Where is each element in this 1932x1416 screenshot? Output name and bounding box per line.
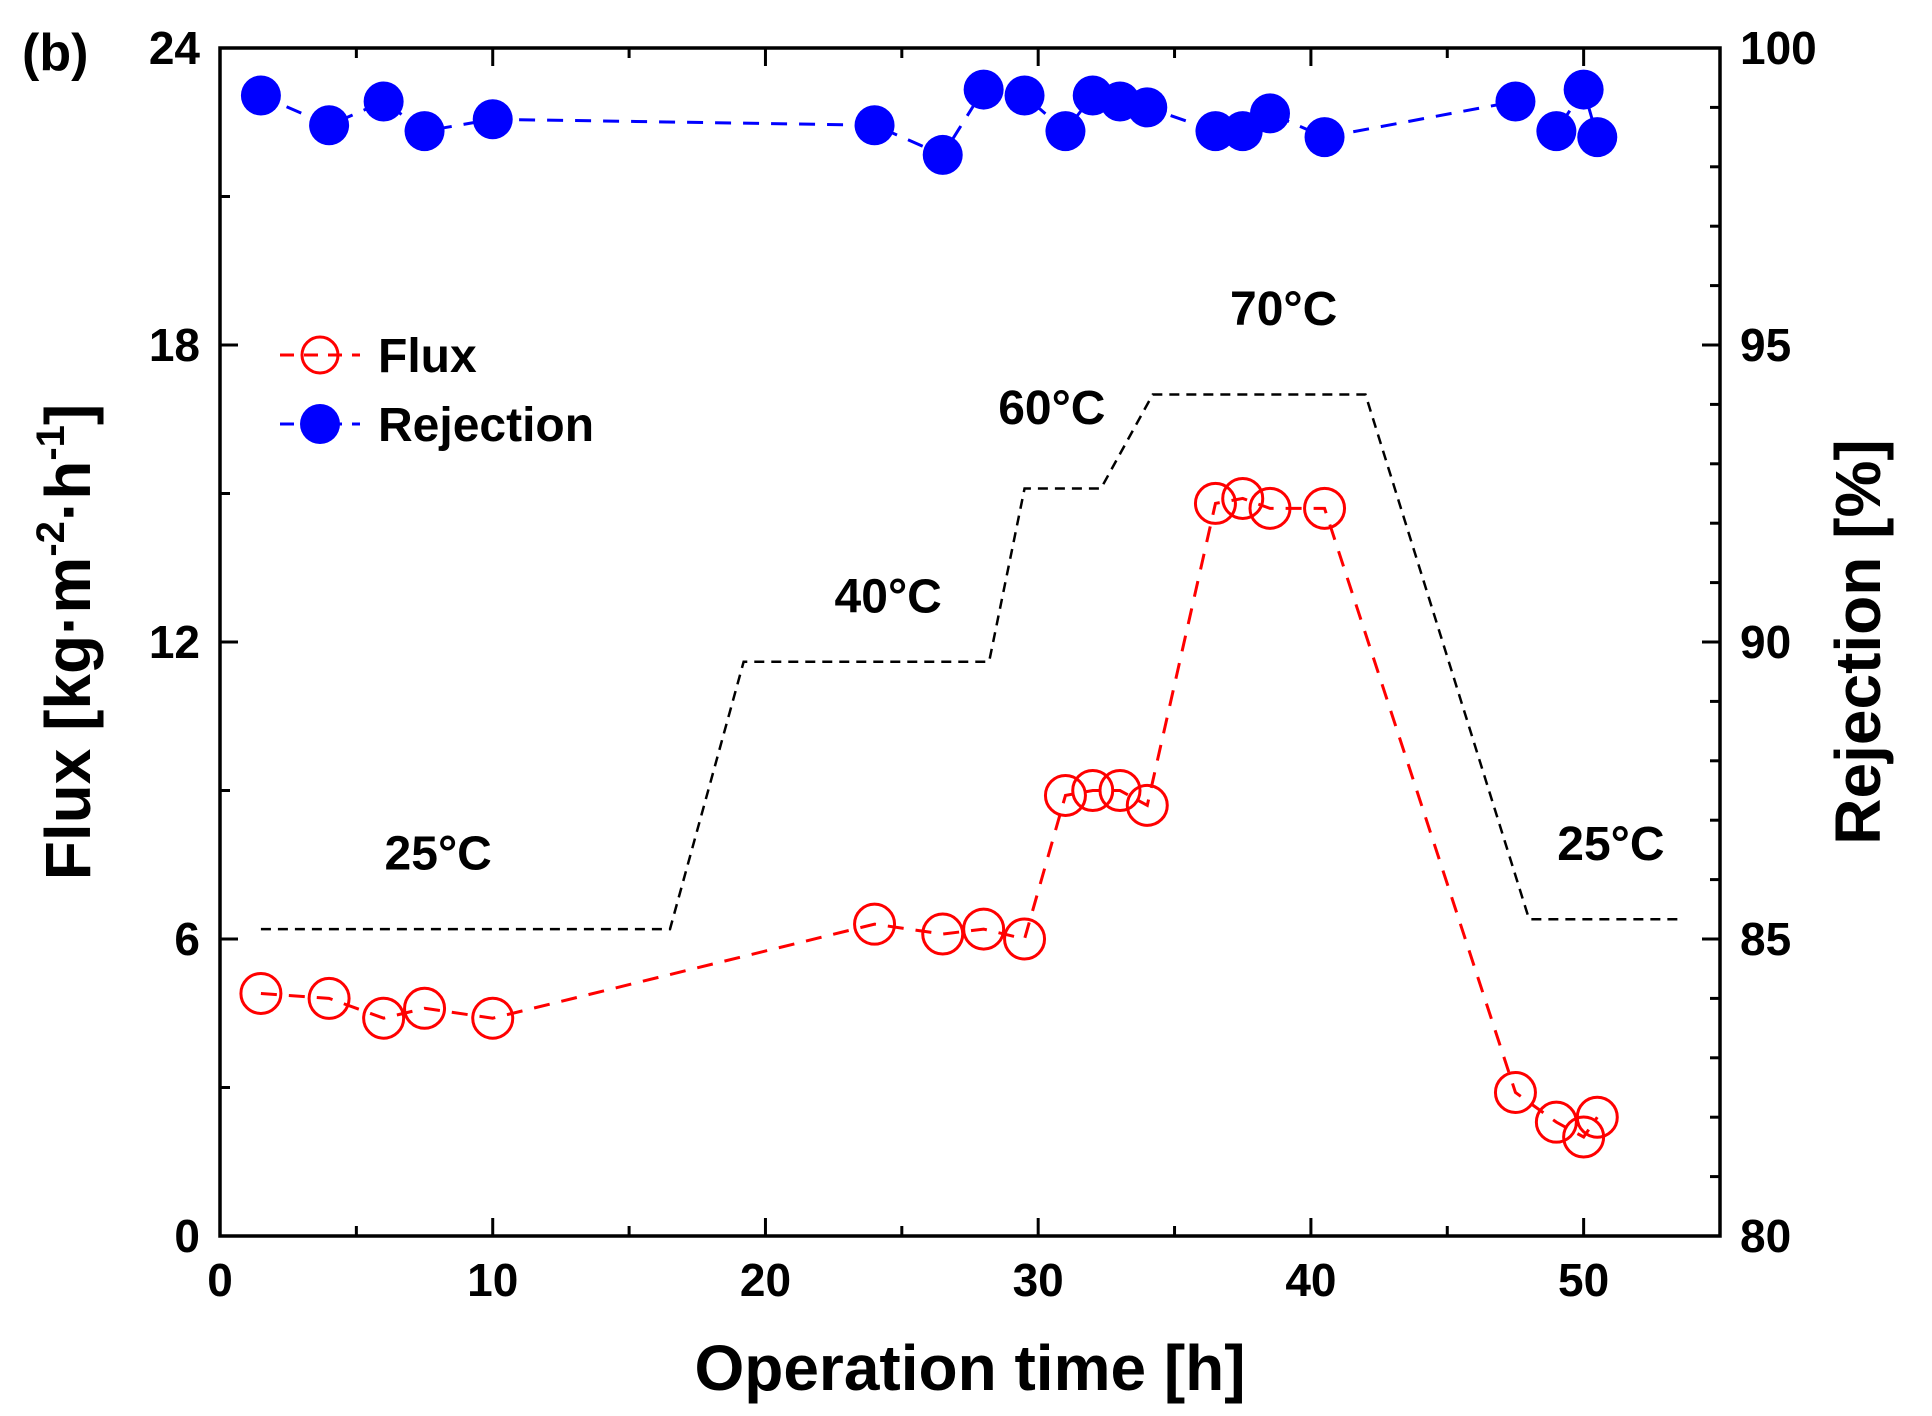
- flux-point: [471, 996, 515, 1040]
- legend: Flux Rejection: [280, 330, 594, 452]
- rejection-point: [854, 105, 895, 146]
- x-axis-title: Operation time [h]: [694, 1332, 1245, 1404]
- y-left-title-part-2: ·h: [32, 461, 104, 521]
- y-right-tick-label: 95: [1740, 319, 1791, 371]
- flux-point: [1248, 486, 1292, 530]
- y-left-title-exp-2: -1: [29, 425, 73, 461]
- rejection-point: [1304, 117, 1345, 158]
- flux-point: [403, 986, 447, 1030]
- flux-point: [1043, 773, 1087, 817]
- y-right-tick-label: 90: [1740, 616, 1791, 668]
- temperature-annotations: 25°C 40°C 60°C 70°C 25°C: [385, 283, 1665, 881]
- flux-point: [1493, 1070, 1537, 1114]
- rejection-point: [363, 81, 404, 122]
- rejection-point: [1127, 87, 1168, 128]
- flux-point: [1003, 917, 1047, 961]
- temperature-label: 60°C: [998, 382, 1105, 435]
- rejection-point: [1250, 93, 1290, 134]
- y-right-tick-label: 80: [1740, 1210, 1791, 1262]
- flux-point: [962, 907, 1006, 951]
- y-right-tick-label: 100: [1740, 22, 1817, 74]
- y-axis-right-ticks: 80 85 90 95 100: [1702, 22, 1817, 1262]
- legend-item-flux: Flux: [280, 330, 477, 383]
- temperature-label: 25°C: [1557, 818, 1664, 871]
- x-tick-label: 50: [1558, 1254, 1609, 1306]
- y-axis-left-ticks: 0 6 12 18 24: [149, 22, 238, 1262]
- y-left-tick-label: 6: [174, 913, 200, 965]
- rejection-point: [1004, 75, 1045, 116]
- legend-flux-marker: [300, 335, 340, 375]
- temperature-profile-line: [260, 393, 1680, 931]
- y-left-tick-label: 12: [149, 616, 200, 668]
- series-points-layer: [239, 69, 1619, 1159]
- x-tick-label: 10: [467, 1254, 518, 1306]
- flux-point: [1193, 481, 1237, 525]
- flux-point: [1098, 769, 1142, 812]
- flux-series-line: [260, 496, 1599, 1139]
- rejection-point: [472, 99, 513, 140]
- legend-flux-label: Flux: [378, 330, 477, 383]
- x-tick-label: 20: [740, 1254, 791, 1306]
- temperature-label: 40°C: [835, 570, 942, 623]
- x-axis-ticks: 0 10 20 30 40 50: [207, 48, 1609, 1306]
- legend-item-rejection: Rejection: [280, 399, 594, 452]
- y-axis-left-title: Flux [kg·m-2·h-1]: [29, 404, 104, 880]
- temperature-profile-layer: [260, 393, 1680, 931]
- flux-point: [307, 976, 351, 1020]
- flux-point: [362, 996, 406, 1040]
- rejection-point: [1045, 111, 1086, 152]
- y-left-tick-label: 0: [174, 1210, 200, 1262]
- y-right-tick-label: 85: [1740, 913, 1791, 965]
- panel-label: (b): [22, 24, 88, 82]
- plot-frame: [218, 46, 1722, 1238]
- legend-rejection-marker: [300, 404, 340, 444]
- rejection-point: [404, 111, 445, 152]
- x-tick-label: 40: [1285, 1254, 1336, 1306]
- flux-point: [921, 912, 965, 956]
- flux-point: [1303, 486, 1347, 530]
- rejection-point: [309, 105, 350, 146]
- x-tick-label: 30: [1013, 1254, 1064, 1306]
- flux-point: [853, 902, 897, 946]
- rejection-point: [1536, 111, 1577, 152]
- y-left-title-exp-1: -2: [29, 521, 73, 557]
- rejection-point: [1577, 117, 1618, 158]
- rejection-point: [1495, 81, 1536, 122]
- flux-point: [1575, 1095, 1619, 1139]
- y-left-tick-label: 24: [149, 22, 201, 74]
- flux-point: [1125, 783, 1169, 827]
- flux-point: [1071, 769, 1115, 812]
- y-left-title-part-3: ]: [32, 404, 104, 425]
- y-left-title-part-1: Flux [kg·m: [32, 557, 104, 881]
- rejection-point: [240, 75, 281, 116]
- y-axis-right-title: Rejection [%]: [1822, 439, 1894, 844]
- flux-point: [239, 971, 283, 1015]
- rejection-point: [963, 69, 1004, 110]
- flux-point: [1221, 476, 1265, 520]
- x-tick-label: 0: [207, 1254, 233, 1306]
- y-left-tick-label: 18: [149, 319, 200, 371]
- temperature-label: 25°C: [385, 828, 492, 881]
- legend-rejection-label: Rejection: [378, 399, 594, 452]
- temperature-label: 70°C: [1230, 283, 1337, 336]
- rejection-point: [1563, 69, 1604, 110]
- rejection-point: [922, 134, 963, 175]
